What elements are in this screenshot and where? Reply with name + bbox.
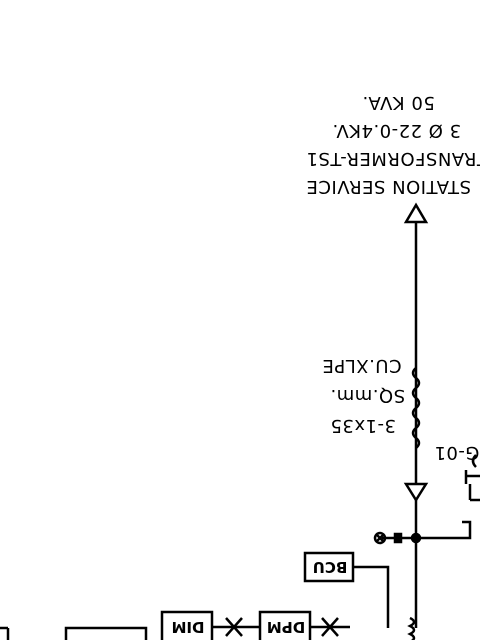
bcu-connector — [353, 565, 390, 628]
ground-terminal-icon — [373, 531, 387, 545]
partial-equipment-label: G-01 — [434, 442, 480, 463]
transformer-arrow — [403, 202, 429, 224]
left-equipment-box — [64, 626, 148, 640]
cable-symbol — [411, 367, 421, 449]
cable-termination-arrow — [403, 482, 429, 503]
bus-node — [393, 532, 403, 544]
bcu-label: BCU — [312, 558, 348, 576]
cable-label-line3: 3-1x35 — [330, 415, 396, 436]
right-branch-line — [416, 520, 472, 540]
transformer-label-line2: TRANSFORMER-TS1 — [306, 148, 480, 169]
cable-label-line2: SQ.mm. — [330, 385, 406, 406]
transformer-label-line3: 3 Ø 22-0.4KV. — [332, 120, 462, 141]
bottom-coil-symbol — [407, 616, 416, 640]
transformer-label-line1: STATION SERVICE — [306, 176, 471, 197]
dpm-label: DPM — [266, 618, 306, 636]
cable-label-line1: CU.XLPE — [322, 355, 402, 376]
bus-junction-dot — [410, 532, 422, 544]
transformer-label-line4: 50 KVA. — [362, 92, 435, 113]
dim-label: DIM — [171, 618, 205, 636]
